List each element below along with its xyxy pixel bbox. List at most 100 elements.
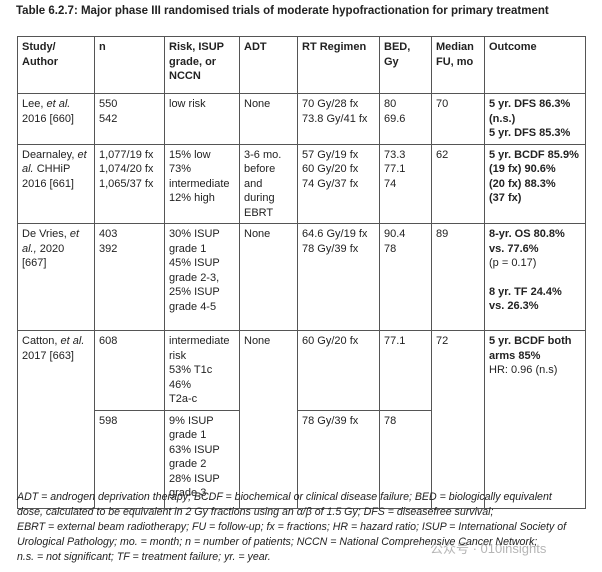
- risk-line: 12% high: [169, 192, 215, 204]
- watermark: 公众号 · 010insights: [430, 541, 547, 556]
- bed-line: 77.1: [384, 163, 406, 175]
- footnote-line: Urological Pathology; mo. = month; n = n…: [17, 536, 538, 548]
- risk-cell: low risk: [164, 93, 240, 145]
- risk-line: 28% ISUP: [169, 472, 220, 485]
- risk-line: 45% ISUP: [169, 257, 220, 269]
- n-cell: 608: [94, 330, 165, 411]
- table-row: De Vries, et al., 2020 [667] 403 392 30% IS…: [17, 223, 586, 331]
- header-cell: Outcome: [484, 36, 586, 94]
- footnote-line: ADT = androgen deprivation therapy; BCDF…: [17, 491, 552, 503]
- fu-cell: 62: [431, 143, 485, 224]
- risk-line: grade 1: [169, 429, 207, 441]
- table-row: Catton, et al. 2017 [663] 608 intermediate…: [17, 330, 586, 509]
- n-line: 598: [99, 414, 118, 427]
- bed-line: 73.3: [384, 148, 406, 161]
- outcome-cell: 5 yr. BCDF 85.9% (19 fx) 90.6% (20 fx) 88.…: [484, 143, 586, 224]
- author: Lee,: [22, 98, 44, 110]
- risk-line: grade 4-5: [169, 300, 217, 313]
- outcome-line: (37 fx): [489, 192, 522, 204]
- regimen-line: 78 Gy/39 fx: [302, 242, 359, 255]
- regimen-cell: 64.6 Gy/19 fx 78 Gy/39 fx: [297, 223, 380, 331]
- risk-line: T2a-c: [169, 393, 198, 405]
- outcome-cell: 5 yr. DFS 86.3% (n.s.) 5 yr. DFS 85.3%: [484, 93, 586, 145]
- risk-line: grade 2: [169, 458, 207, 470]
- outcome-cell: 5 yr. BCDF both arms 85% HR: 0.96 (n.s): [484, 330, 586, 509]
- table-row: Dearnaley, et al. CHHiP 2016 [661] 1,077/…: [17, 143, 586, 224]
- study-cell: Catton, et al. 2017 [663]: [17, 330, 95, 509]
- outcome-line: 5 yr. DFS 85.3%: [489, 127, 571, 139]
- n-line: 550: [99, 98, 118, 110]
- header-cell: n: [94, 36, 165, 94]
- outcome-line: (19 fx) 90.6%: [489, 163, 556, 175]
- adt-line: None: [244, 98, 271, 110]
- n-line: 1,065/37 fx: [99, 177, 154, 190]
- fu-cell: 89: [431, 223, 485, 331]
- risk-cell: 30% ISUP grade 1 45% ISUP grade 2-3, 25% ISU…: [164, 223, 240, 331]
- n-line: 1,077/19 fx: [99, 148, 154, 161]
- outcome-line: 8 yr. TF 24.4%: [489, 285, 562, 298]
- adt-line: and: [244, 177, 263, 190]
- regimen-line: 73.8 Gy/41 fx: [302, 112, 368, 125]
- table-row: Lee, et al. 2016 [660] 550 542 low risk None…: [17, 93, 586, 145]
- table-row: 598 9% ISUP grade 1 63% ISUP grade 2 28% ISUP…: [18, 409, 586, 509]
- regimen-line: 60 Gy/20 fx: [302, 163, 359, 175]
- bed-cell: 73.3 77.1 74: [379, 143, 432, 224]
- fu-line: 72: [436, 335, 449, 347]
- risk-line: grade 2-3,: [169, 271, 220, 284]
- reference: 2020 [667]: [22, 242, 65, 270]
- adt-line: before: [244, 163, 276, 175]
- footnote: ADT = androgen deprivation therapy; BCDF…: [17, 490, 597, 565]
- outcome-line: (20 fx) 88.3%: [489, 177, 556, 190]
- adt-line: None: [244, 335, 271, 347]
- adt-cell: None: [239, 93, 298, 145]
- outcome-line: 5 yr. BCDF both: [489, 335, 572, 347]
- adt-cell: 3-6 mo. before and during EBRT: [239, 143, 298, 224]
- et-al: et al.: [60, 335, 85, 347]
- risk-line: low risk: [169, 98, 206, 110]
- et-al: et al.: [46, 98, 71, 110]
- regimen-line: 78 Gy/39 fx: [302, 414, 359, 427]
- bed-cell: 78: [379, 409, 432, 509]
- bed-line: 74: [384, 177, 397, 190]
- regimen-cell: 60 Gy/20 fx: [297, 330, 380, 411]
- reference: 2017 [663]: [22, 349, 74, 362]
- n-line: 542: [99, 112, 118, 125]
- n-cell: 403 392: [94, 223, 165, 331]
- author: Dearnaley,: [22, 148, 75, 161]
- outcome-line: (n.s.): [489, 112, 516, 125]
- header-cell: ADT: [239, 36, 298, 94]
- n-line: 608: [99, 335, 118, 347]
- n-line: 1,074/20 fx: [99, 163, 154, 175]
- fu-line: 70: [436, 98, 449, 110]
- risk-line: 30% ISUP: [169, 228, 220, 240]
- risk-line: 9% ISUP: [169, 414, 214, 427]
- table-body: Lee, et al. 2016 [660] 550 542 low risk None…: [17, 93, 586, 509]
- regimen-line: 70 Gy/28 fx: [302, 98, 359, 110]
- header-cell: BED, Gy: [379, 36, 432, 94]
- outcome-line: vs. 77.6%: [489, 242, 539, 255]
- risk-cell: intermediate risk 53% T1c 46% T2a-c: [164, 330, 240, 411]
- risk-line: intermediate: [169, 177, 230, 190]
- adt-line: during: [244, 192, 275, 204]
- regimen-cell: 70 Gy/28 fx 73.8 Gy/41 fx: [297, 93, 380, 145]
- n-line: 403: [99, 228, 118, 240]
- footnote-line: dose, calculated to be equivalent in 2 G…: [17, 506, 494, 518]
- header-row: Study/ Author n Risk, ISUP grade, or NCCN A…: [17, 36, 586, 94]
- regimen-line: 74 Gy/37 fx: [302, 177, 359, 190]
- risk-line: risk: [169, 349, 187, 362]
- study-cell: Dearnaley, et al. CHHiP 2016 [661]: [17, 143, 95, 224]
- bed-line: 78: [384, 242, 397, 255]
- bed-cell: 90.4 78: [379, 223, 432, 331]
- author: De Vries,: [22, 228, 67, 240]
- outcome-line: vs. 26.3%: [489, 300, 539, 312]
- adt-line: EBRT: [244, 206, 274, 219]
- risk-line: 15% low 73%: [169, 148, 211, 176]
- regimen-cell: 57 Gy/19 fx 60 Gy/20 fx 74 Gy/37 fx: [297, 143, 380, 224]
- outcome-cell: 8-yr. OS 80.8% vs. 77.6% (p = 0.17) 8 yr. T…: [484, 223, 586, 331]
- adt-line: None: [244, 228, 271, 240]
- n-cell: 598: [94, 409, 165, 509]
- regimen-line: 57 Gy/19 fx: [302, 148, 359, 161]
- reference: 2016 [660]: [22, 112, 74, 125]
- bed-line: 78: [384, 414, 397, 427]
